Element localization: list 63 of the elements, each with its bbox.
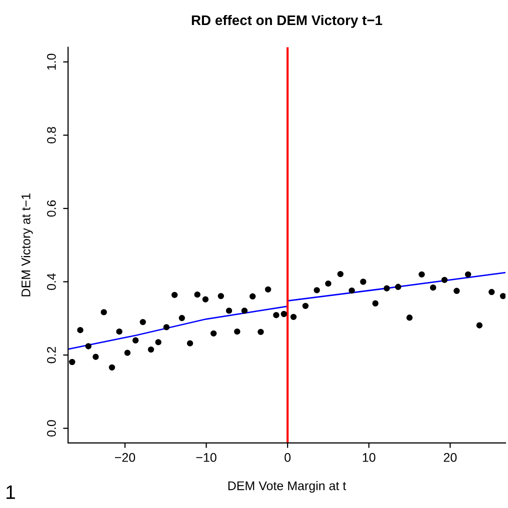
- point: [92, 354, 99, 360]
- point: [325, 280, 332, 287]
- point: [258, 328, 264, 336]
- x-tick-label: −10: [196, 453, 216, 462]
- point: [241, 308, 248, 314]
- point: [155, 339, 162, 346]
- point: [250, 293, 256, 300]
- point: [302, 302, 309, 310]
- x-tick-label: −20: [114, 453, 136, 462]
- point: [210, 330, 217, 337]
- point: [395, 284, 402, 290]
- point: [100, 309, 107, 316]
- point: [148, 346, 154, 353]
- point: [202, 296, 209, 302]
- y-tick-label: 0.2: [47, 346, 56, 364]
- point: [348, 287, 355, 294]
- point: [140, 318, 146, 326]
- point: [418, 271, 425, 278]
- point: [108, 364, 116, 371]
- point: [273, 312, 280, 318]
- point: [194, 291, 200, 298]
- point: [85, 343, 92, 350]
- y-tick-label: 0.0: [47, 420, 56, 437]
- point: [77, 327, 84, 334]
- point: [441, 276, 448, 284]
- point: [234, 328, 240, 335]
- text: 1: [6, 486, 15, 499]
- point: [218, 292, 224, 300]
- line-series: [68, 306, 288, 350]
- point: [280, 310, 288, 318]
- point: [171, 292, 178, 298]
- y-tick-label: 0.6: [47, 200, 56, 217]
- point: [384, 285, 390, 292]
- point: [178, 314, 185, 322]
- chart-title: RD effect on DEM Victory t−1: [192, 14, 382, 28]
- point: [124, 350, 131, 356]
- point: [406, 314, 413, 321]
- point: [464, 271, 472, 278]
- point: [226, 308, 232, 314]
- point: [132, 337, 139, 344]
- point: [488, 288, 495, 296]
- point: [430, 284, 436, 291]
- point: [290, 314, 297, 320]
- point: [476, 322, 483, 328]
- y-tick-label: 0.8: [47, 127, 56, 144]
- point: [337, 270, 344, 278]
- point: [500, 292, 506, 300]
- point: [116, 328, 122, 335]
- point: [314, 287, 320, 294]
- point: [163, 324, 170, 330]
- point: [454, 288, 460, 294]
- point: [186, 340, 194, 346]
- y-tick-label: 0.4: [47, 273, 56, 290]
- y-axis-title: DEM Victory at t−1: [21, 194, 33, 296]
- x-tick-label: 0: [284, 453, 291, 462]
- x-tick-label: 20: [444, 453, 457, 462]
- y-tick-label: 1.0: [47, 54, 56, 70]
- x-tick-label: 10: [362, 453, 376, 462]
- point: [69, 358, 76, 366]
- x-axis-title: DEM Vote Margin at t: [228, 481, 346, 493]
- point: [264, 286, 272, 293]
- point: [360, 278, 366, 285]
- point: [372, 300, 378, 306]
